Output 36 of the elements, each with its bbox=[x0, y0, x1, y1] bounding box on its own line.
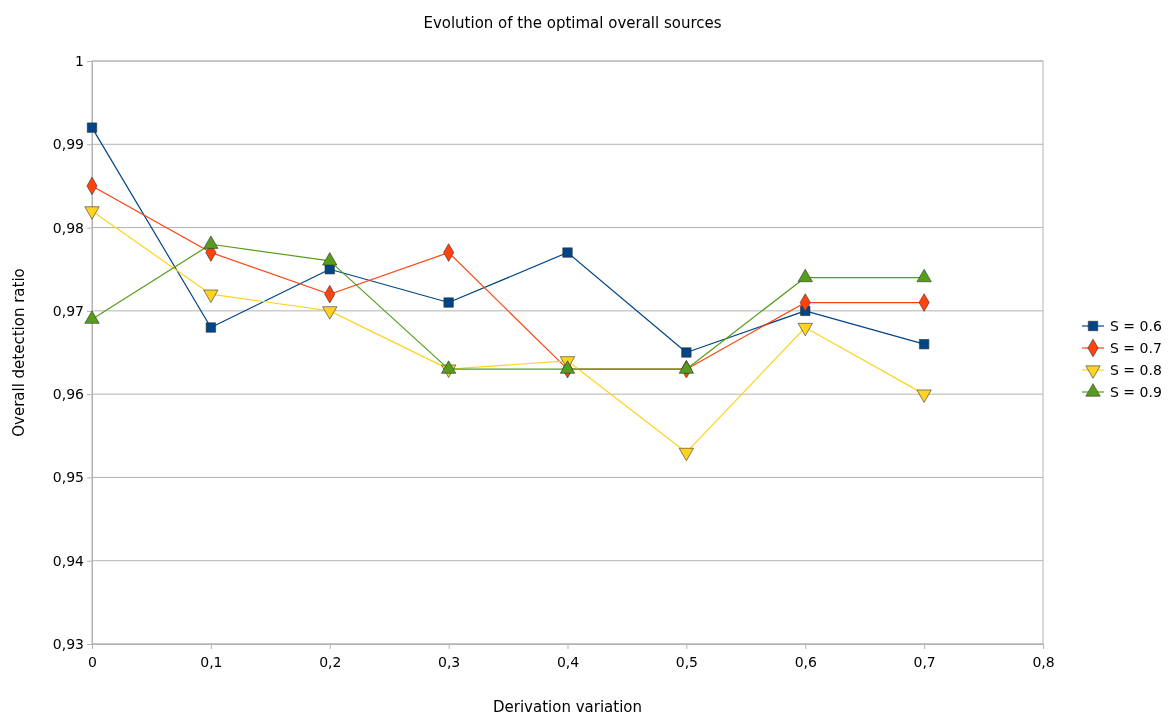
x-tick-label: 0,4 bbox=[556, 654, 580, 671]
y-tick-label: 0,99 bbox=[52, 136, 84, 153]
point bbox=[86, 122, 98, 133]
point bbox=[205, 322, 216, 333]
point bbox=[443, 297, 454, 308]
x-tick-label: 0,8 bbox=[1032, 654, 1055, 671]
point bbox=[681, 347, 692, 358]
y-axis-title: Overall detection ratio bbox=[10, 268, 28, 437]
point bbox=[678, 447, 694, 462]
legend-label: S = 0.9 bbox=[1110, 384, 1162, 400]
legend-label: S = 0.6 bbox=[1110, 318, 1162, 334]
point bbox=[562, 247, 573, 258]
x-axis-title: Derivation variation bbox=[492, 698, 643, 716]
point bbox=[919, 339, 930, 350]
y-tick-label: 0,95 bbox=[52, 469, 84, 486]
point bbox=[203, 289, 219, 303]
point bbox=[324, 264, 335, 275]
point bbox=[797, 323, 813, 337]
x-tick-label: 0,3 bbox=[437, 654, 461, 671]
x-tick-label: 0 bbox=[88, 654, 97, 671]
x-tick-label: 0,5 bbox=[675, 654, 699, 671]
point bbox=[322, 306, 338, 320]
legend-label: S = 0.7 bbox=[1110, 340, 1162, 356]
point bbox=[916, 389, 932, 403]
x-tick-label: 0,7 bbox=[913, 654, 936, 671]
x-tick-label: 0,2 bbox=[319, 654, 342, 671]
y-tick-label: 0,98 bbox=[52, 219, 84, 236]
x-tick-label: 0,1 bbox=[200, 654, 223, 671]
y-tick-label: 0,96 bbox=[52, 386, 85, 403]
y-tick-label: 1 bbox=[75, 52, 84, 69]
legend-label: S = 0.8 bbox=[1110, 362, 1162, 378]
chart-title: Evolution of the optimal overall sources bbox=[423, 14, 722, 32]
y-tick-label: 0,93 bbox=[52, 635, 84, 652]
x-tick-label: 0,6 bbox=[794, 654, 817, 671]
y-tick-label: 0,97 bbox=[52, 302, 84, 319]
y-tick-label: 0,94 bbox=[52, 552, 85, 569]
